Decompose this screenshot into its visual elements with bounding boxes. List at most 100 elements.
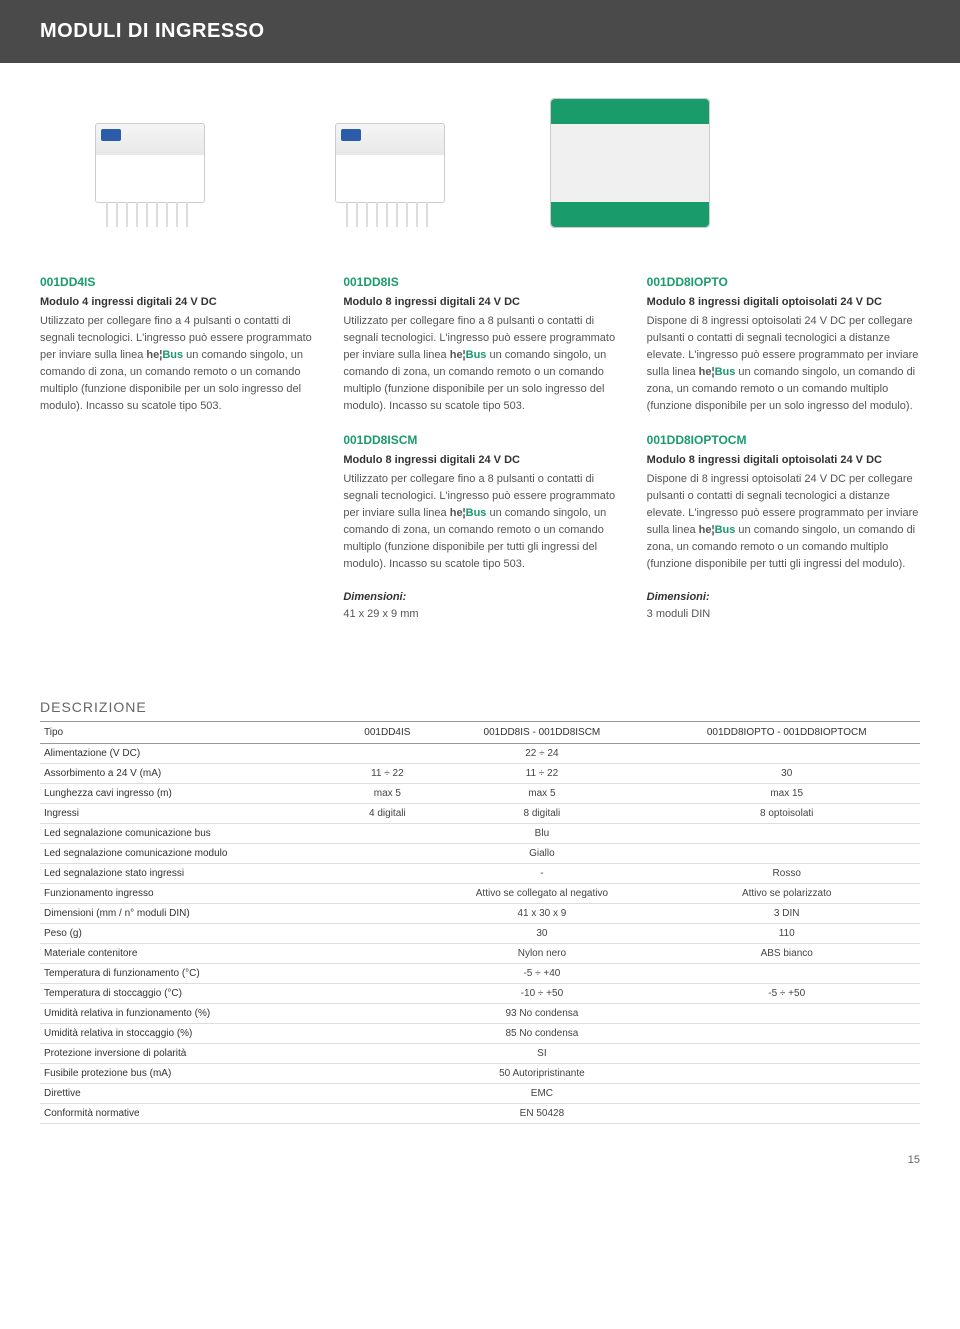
- table-title: DESCRIZIONE: [40, 699, 920, 715]
- table-row: Temperatura di stoccaggio (°C)-10 ÷ +50-…: [40, 983, 920, 1003]
- row-label: Materiale contenitore: [40, 943, 344, 963]
- table-cell: 93 No condensa: [430, 1003, 653, 1023]
- table-cell: [653, 1063, 920, 1083]
- table-cell: 11 ÷ 22: [430, 763, 653, 783]
- table-cell: Rosso: [653, 863, 920, 883]
- dimensions-label: Dimensioni:: [647, 589, 920, 606]
- table-cell: [653, 1103, 920, 1123]
- table-cell: 30: [653, 763, 920, 783]
- table-cell: [344, 1083, 430, 1103]
- table-cell: [653, 743, 920, 763]
- table-cell: max 15: [653, 783, 920, 803]
- table-cell: [344, 943, 430, 963]
- product-images-row: [40, 93, 920, 233]
- dimensions-value: 41 x 29 x 9 mm: [343, 606, 616, 623]
- table-cell: [653, 1003, 920, 1023]
- row-label: Peso (g): [40, 923, 344, 943]
- product-image-3: [540, 93, 720, 233]
- table-row: Assorbimento a 24 V (mA)11 ÷ 2211 ÷ 2230: [40, 763, 920, 783]
- table-row: Funzionamento ingressoAttivo se collegat…: [40, 883, 920, 903]
- product-description: Utilizzato per collegare fino a 4 pulsan…: [40, 313, 313, 415]
- column-1: 001DD4IS Modulo 4 ingressi digitali 24 V…: [40, 273, 313, 639]
- product-code: 001DD8IS: [343, 273, 616, 292]
- row-label: Fusibile protezione bus (mA): [40, 1063, 344, 1083]
- product-image-2: [300, 93, 480, 233]
- row-label: Ingressi: [40, 803, 344, 823]
- row-label: Led segnalazione comunicazione bus: [40, 823, 344, 843]
- product-title: Modulo 8 ingressi digitali optoisolati 2…: [647, 294, 920, 311]
- table-cell: [344, 903, 430, 923]
- table-cell: [344, 843, 430, 863]
- table-cell: 50 Autoripristinante: [430, 1063, 653, 1083]
- table-cell: 22 ÷ 24: [430, 743, 653, 763]
- table-row: Led segnalazione stato ingressi-Rosso: [40, 863, 920, 883]
- table-row: Direttive EMC: [40, 1083, 920, 1103]
- row-label: Direttive: [40, 1083, 344, 1103]
- product-code: 001DD8ISCM: [343, 431, 616, 450]
- table-cell: 41 x 30 x 9: [430, 903, 653, 923]
- table-cell: [653, 1043, 920, 1063]
- table-cell: 11 ÷ 22: [344, 763, 430, 783]
- table-cell: 3 DIN: [653, 903, 920, 923]
- table-row: Led segnalazione comunicazione modulo Gia…: [40, 843, 920, 863]
- column-3: 001DD8IOPTO Modulo 8 ingressi digitali o…: [647, 273, 920, 639]
- table-cell: [344, 1103, 430, 1123]
- row-label: Alimentazione (V DC): [40, 743, 344, 763]
- table-cell: Blu: [430, 823, 653, 843]
- table-row: Ingressi4 digitali8 digitali8 optoisolat…: [40, 803, 920, 823]
- table-row: Led segnalazione comunicazione bus Blu: [40, 823, 920, 843]
- row-label: Temperatura di funzionamento (°C): [40, 963, 344, 983]
- page-number: 15: [0, 1144, 960, 1186]
- product-description: Dispone di 8 ingressi optoisolati 24 V D…: [647, 471, 920, 573]
- product-title: Modulo 8 ingressi digitali 24 V DC: [343, 452, 616, 469]
- table-row: Conformità normativeEN 50428: [40, 1103, 920, 1123]
- row-label: Umidità relativa in funzionamento (%): [40, 1003, 344, 1023]
- table-row: Umidità relativa in stoccaggio (%) 85 No …: [40, 1023, 920, 1043]
- row-label: Conformità normative: [40, 1103, 344, 1123]
- table-cell: [344, 963, 430, 983]
- table-cell: -10 ÷ +50: [430, 983, 653, 1003]
- table-row: Alimentazione (V DC) 22 ÷ 24: [40, 743, 920, 763]
- table-cell: Giallo: [430, 843, 653, 863]
- table-cell: SI: [430, 1043, 653, 1063]
- spec-table-section: DESCRIZIONE Tipo 001DD4IS 001DD8IS - 001…: [0, 699, 960, 1144]
- table-row: Protezione inversione di polaritàSI: [40, 1043, 920, 1063]
- table-cell: max 5: [344, 783, 430, 803]
- table-cell: [653, 823, 920, 843]
- table-cell: [344, 923, 430, 943]
- product-code: 001DD8IOPTO: [647, 273, 920, 292]
- row-label: Umidità relativa in stoccaggio (%): [40, 1023, 344, 1043]
- product-description: Utilizzato per collegare fino a 8 pulsan…: [343, 471, 616, 573]
- table-cell: [344, 743, 430, 763]
- table-cell: -5 ÷ +40: [430, 963, 653, 983]
- table-cell: 8 optoisolati: [653, 803, 920, 823]
- product-code: 001DD4IS: [40, 273, 313, 292]
- row-label: Lunghezza cavi ingresso (m): [40, 783, 344, 803]
- row-label: Led segnalazione comunicazione modulo: [40, 843, 344, 863]
- product-columns: 001DD4IS Modulo 4 ingressi digitali 24 V…: [40, 273, 920, 639]
- table-cell: EMC: [430, 1083, 653, 1103]
- table-row: Lunghezza cavi ingresso (m)max 5max 5max…: [40, 783, 920, 803]
- dimensions-value: 3 moduli DIN: [647, 606, 920, 623]
- table-cell: [344, 883, 430, 903]
- product-title: Modulo 8 ingressi digitali optoisolati 2…: [647, 452, 920, 469]
- table-cell: 85 No condensa: [430, 1023, 653, 1043]
- table-cell: [653, 843, 920, 863]
- table-row: Umidità relativa in funzionamento (%) 93 …: [40, 1003, 920, 1023]
- table-cell: [344, 1063, 430, 1083]
- dimensions-label: Dimensioni:: [343, 589, 616, 606]
- table-cell: 110: [653, 923, 920, 943]
- table-row: Temperatura di funzionamento (°C) -5 ÷ +4…: [40, 963, 920, 983]
- row-label: Dimensioni (mm / n° moduli DIN): [40, 903, 344, 923]
- table-cell: [344, 863, 430, 883]
- row-label: Temperatura di stoccaggio (°C): [40, 983, 344, 1003]
- table-cell: 4 digitali: [344, 803, 430, 823]
- table-cell: max 5: [430, 783, 653, 803]
- header-col3: 001DD8IOPTO - 001DD8IOPTOCM: [653, 721, 920, 743]
- table-cell: [344, 1043, 430, 1063]
- header-tipo: Tipo: [40, 721, 344, 743]
- table-cell: [344, 1023, 430, 1043]
- product-description: Dispone di 8 ingressi optoisolati 24 V D…: [647, 313, 920, 415]
- main-content: 001DD4IS Modulo 4 ingressi digitali 24 V…: [0, 63, 960, 659]
- table-cell: [344, 983, 430, 1003]
